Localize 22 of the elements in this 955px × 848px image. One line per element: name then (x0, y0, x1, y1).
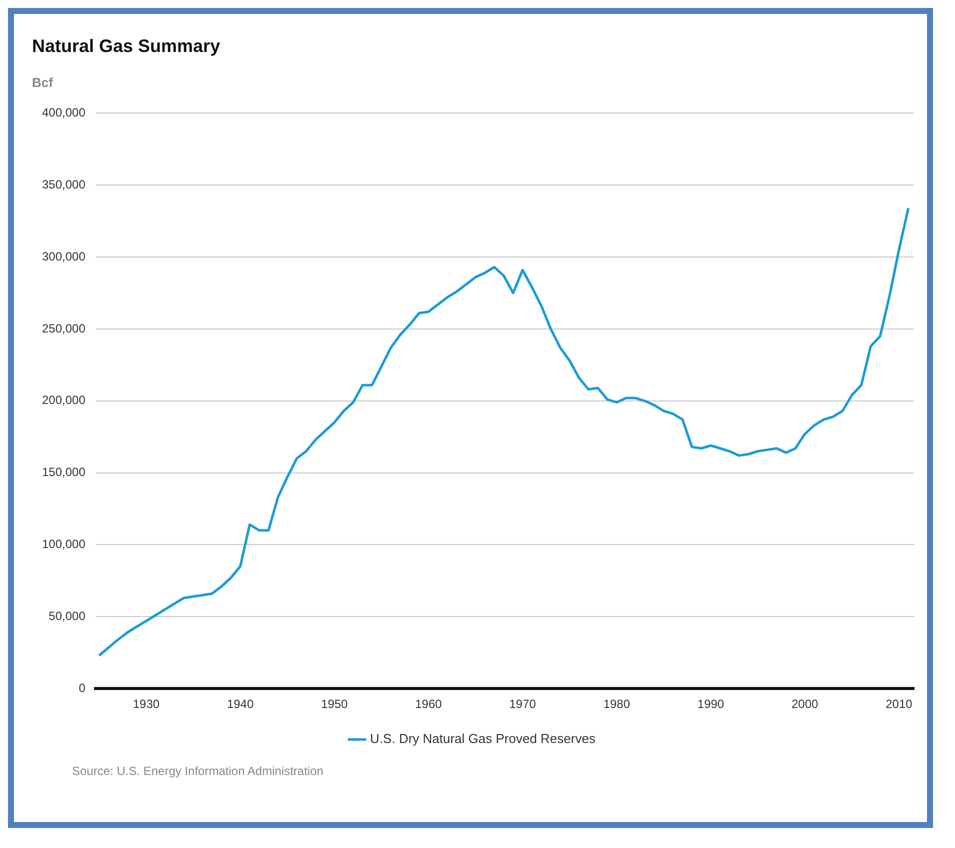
x-tick-label: 1990 (697, 697, 724, 712)
x-tick-label: 1940 (226, 697, 254, 712)
x-tick-label: 2000 (792, 697, 819, 712)
y-tick-label: 0 (78, 680, 86, 695)
x-tick-label: 1930 (132, 697, 160, 712)
y-axis-title: Bcf (32, 75, 54, 90)
y-tick-label: 50,000 (48, 608, 86, 623)
x-tick-label: 2010 (886, 697, 913, 712)
y-tick-label: 400,000 (42, 106, 86, 120)
x-tick-label: 1980 (603, 697, 630, 712)
y-tick-label: 100,000 (42, 537, 86, 552)
y-tick-label: 200,000 (42, 393, 86, 408)
x-tick-label: 1960 (415, 697, 442, 712)
y-tick-label: 350,000 (42, 177, 86, 192)
legend-label: U.S. Dry Natural Gas Proved Reserves (370, 731, 596, 746)
y-tick-label: 250,000 (42, 321, 86, 336)
y-tick-label: 150,000 (42, 465, 86, 480)
source-note: Source: U.S. Energy Information Administration (72, 764, 324, 778)
x-tick-label: 1970 (509, 697, 536, 712)
chart-title: Natural Gas Summary (32, 36, 222, 57)
y-tick-label: 300,000 (42, 249, 86, 264)
x-tick-label: 1950 (321, 697, 348, 712)
